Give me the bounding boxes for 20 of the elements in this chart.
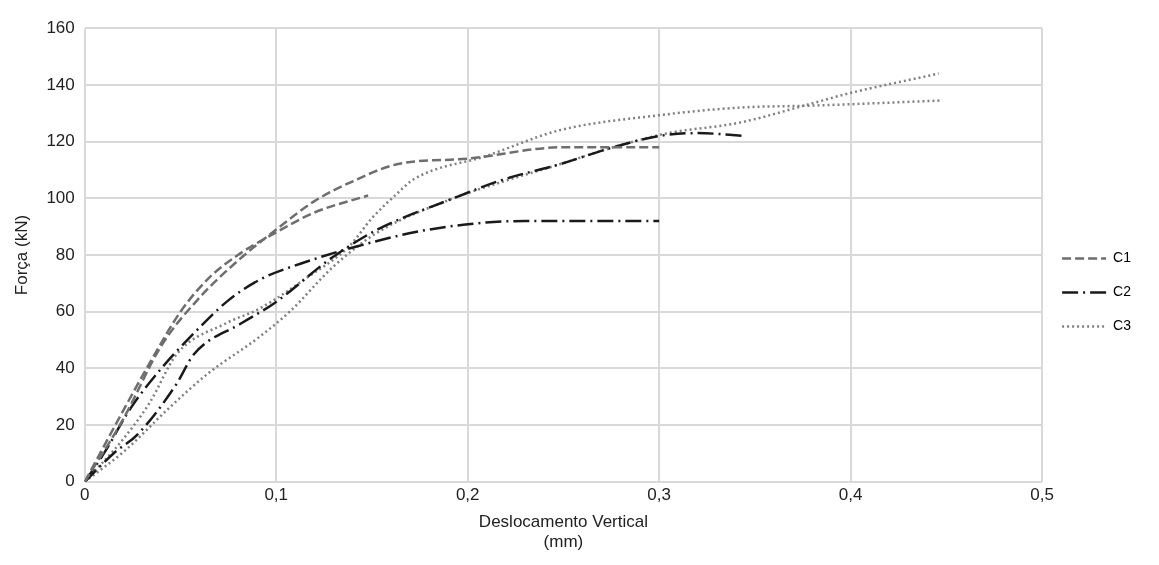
x-tick-label: 0,3 <box>647 484 671 504</box>
x-axis-title: Deslocamento Vertical (mm) <box>478 512 648 552</box>
y-tick-label: 100 <box>46 187 75 207</box>
legend-label: C3 <box>1113 317 1132 334</box>
x-tick-label: 0,5 <box>1030 484 1054 504</box>
x-tick-label: 0 <box>80 484 90 504</box>
x-tick-label: 0,4 <box>838 484 863 504</box>
legend-label: C2 <box>1113 283 1132 300</box>
x-tick-label: 0,1 <box>264 484 289 504</box>
y-tick-label: 60 <box>55 301 75 321</box>
x-tick-label: 0,2 <box>455 484 480 504</box>
y-tick-label: 140 <box>46 74 75 94</box>
y-axis-title: Força (kN) <box>11 214 31 296</box>
y-tick-label: 160 <box>46 17 75 37</box>
y-tick-label: 20 <box>55 414 75 434</box>
y-tick-label: 40 <box>55 358 75 378</box>
y-tick-label: 120 <box>46 131 75 151</box>
y-tick-label: 80 <box>55 244 75 264</box>
y-tick-label: 0 <box>65 471 75 491</box>
legend-label: C1 <box>1113 249 1132 266</box>
